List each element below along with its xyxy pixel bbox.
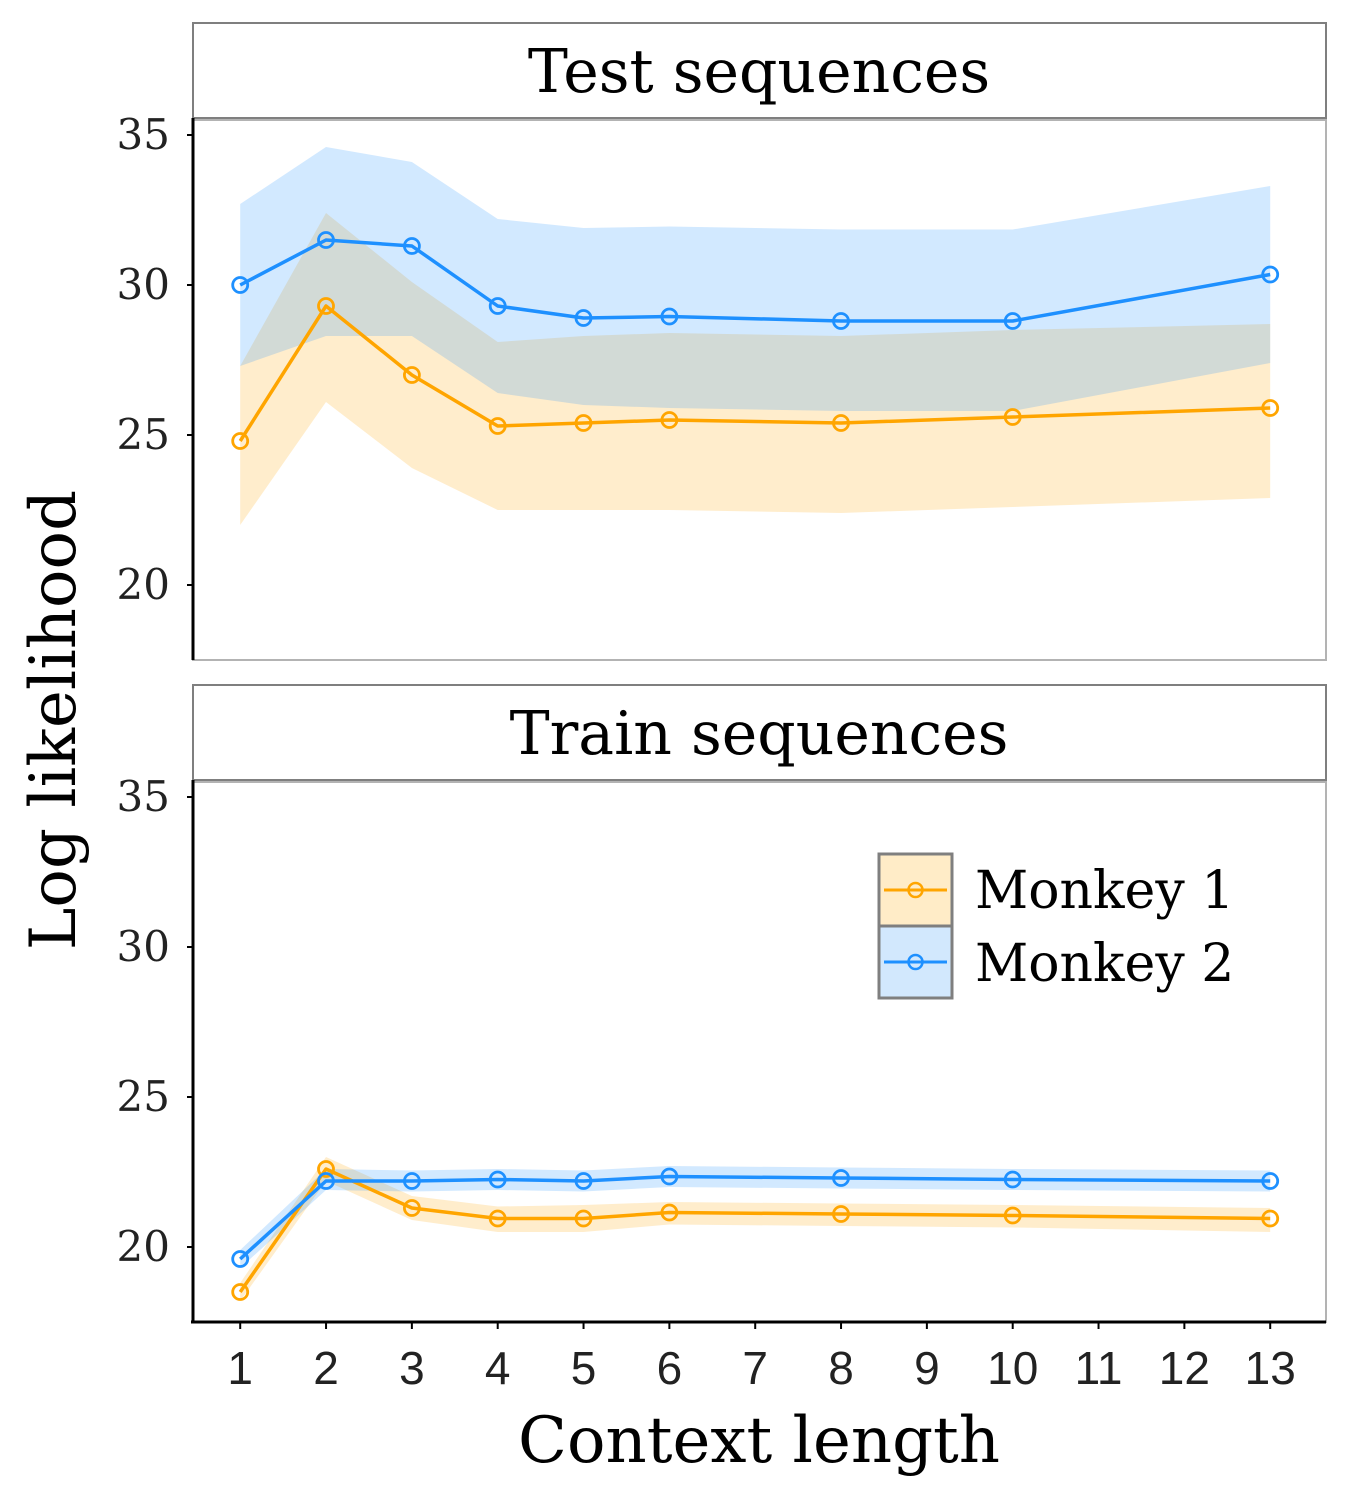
x-tick-label: 11: [1075, 1342, 1123, 1394]
point-monkey-1-test-x5: [574, 414, 593, 432]
legend-marker-monkey-1: [907, 881, 924, 899]
panel-train: Train sequences 20 25 30 35: [117, 684, 1327, 1323]
x-tick-label: 5: [571, 1342, 597, 1394]
lines-train: [238, 1167, 1271, 1294]
y-ticks-test: 20 25 30 35: [117, 110, 193, 609]
x-axis-title: Context length: [518, 1404, 1000, 1478]
x-ticks: 1 2 3 4 5 6 7 8 9 10 11 12 13: [227, 1322, 1296, 1394]
point-monkey-2-train-x4: [488, 1170, 507, 1189]
x-tick-label: 4: [485, 1342, 511, 1394]
y-axis-title: Log likelihood: [17, 490, 91, 950]
points-train: [231, 1160, 1280, 1301]
point-monkey-1-test-x10: [1003, 408, 1022, 426]
point-monkey-2-test-x3: [402, 237, 421, 255]
point-monkey-1-test-x8: [832, 414, 850, 432]
bands-test: [240, 147, 1271, 525]
x-tick-label: 2: [313, 1342, 339, 1394]
panel-test: Test sequences 20 25 30 35: [117, 22, 1327, 661]
y-tick-label: 35: [117, 110, 170, 159]
y-tick-label: 20: [117, 560, 170, 609]
x-tick-label: 6: [657, 1342, 683, 1394]
x-tick-label: 8: [828, 1342, 854, 1394]
line-monkey-1-test: [238, 304, 1271, 442]
strip-train-background: [192, 684, 1327, 781]
strip-test-title: Test sequences: [528, 37, 990, 107]
point-monkey-1-train-x6: [660, 1203, 679, 1222]
point-monkey-2-train-x1: [231, 1250, 250, 1268]
point-monkey-1-train-x1: [231, 1283, 250, 1301]
point-monkey-1-train-x2: [317, 1160, 335, 1178]
point-monkey-1-train-x10: [1003, 1206, 1022, 1225]
point-monkey-2-train-x13: [1261, 1172, 1280, 1190]
line-monkey-2-test: [239, 238, 1271, 323]
plot-area-train: [192, 781, 1327, 1323]
point-monkey-2-test-x10: [1003, 312, 1022, 330]
point-monkey-2-train-x2: [317, 1172, 335, 1190]
point-monkey-1-test-x3: [402, 366, 421, 384]
strip-test-background: [192, 22, 1327, 119]
point-monkey-1-train-x8: [832, 1205, 850, 1223]
point-monkey-2-test-x4: [488, 297, 507, 315]
y-tick-label: 25: [117, 1072, 170, 1121]
x-tick-label: 7: [742, 1342, 768, 1394]
point-monkey-2-test-x5: [574, 309, 593, 327]
point-monkey-1-test-x6: [660, 411, 679, 429]
band-monkey-2-test: [240, 147, 1271, 411]
y-tick-label: 30: [117, 922, 170, 971]
point-monkey-1-test-x13: [1261, 399, 1280, 417]
x-tick-label: 3: [399, 1342, 425, 1394]
point-monkey-2-test-x2: [317, 231, 335, 249]
x-tick-label: 13: [1245, 1342, 1296, 1394]
y-ticks-train: 20 25 30 35: [117, 772, 193, 1271]
point-monkey-2-test-x8: [832, 312, 850, 330]
x-tick-label: 12: [1159, 1342, 1210, 1394]
legend-label-monkey-2: Monkey 2: [975, 934, 1234, 994]
y-tick-label: 35: [117, 772, 170, 821]
point-monkey-2-train-x10: [1003, 1170, 1022, 1189]
legend-marker-monkey-2: [907, 953, 924, 971]
point-monkey-2-train-x3: [402, 1172, 421, 1190]
point-monkey-1-train-x3: [402, 1199, 421, 1217]
y-tick-label: 30: [117, 260, 170, 309]
point-monkey-2-test-x13: [1261, 265, 1280, 284]
x-tick-label: 9: [914, 1342, 940, 1394]
points-test: [231, 231, 1280, 450]
point-monkey-2-train-x6: [660, 1167, 679, 1186]
band-monkey-1-test: [240, 213, 1271, 525]
point-monkey-1-train-x5: [574, 1209, 593, 1228]
plot-area-test: [192, 119, 1327, 661]
point-monkey-2-test-x1: [231, 276, 250, 294]
point-monkey-2-train-x5: [574, 1172, 593, 1190]
point-monkey-1-train-x13: [1261, 1209, 1280, 1228]
y-tick-label: 20: [117, 1222, 170, 1271]
line-monkey-2-train: [239, 1174, 1271, 1261]
point-monkey-2-train-x8: [832, 1169, 850, 1187]
legend-label-monkey-1: Monkey 1: [975, 861, 1234, 921]
x-tick-label: 10: [987, 1342, 1038, 1394]
band-monkey-1-train: [240, 1157, 1271, 1301]
point-monkey-2-test-x6: [660, 307, 679, 326]
point-monkey-1-test-x4: [488, 417, 507, 435]
strip-train-title: Train sequences: [510, 699, 1009, 769]
lines-test: [238, 238, 1271, 442]
x-tick-label: 1: [227, 1342, 253, 1394]
legend: Monkey 1 Monkey 2: [877, 852, 1234, 1000]
point-monkey-1-test-x2: [317, 297, 335, 315]
point-monkey-1-train-x4: [488, 1209, 507, 1228]
point-monkey-1-test-x1: [231, 432, 250, 450]
y-tick-label: 25: [117, 410, 170, 459]
